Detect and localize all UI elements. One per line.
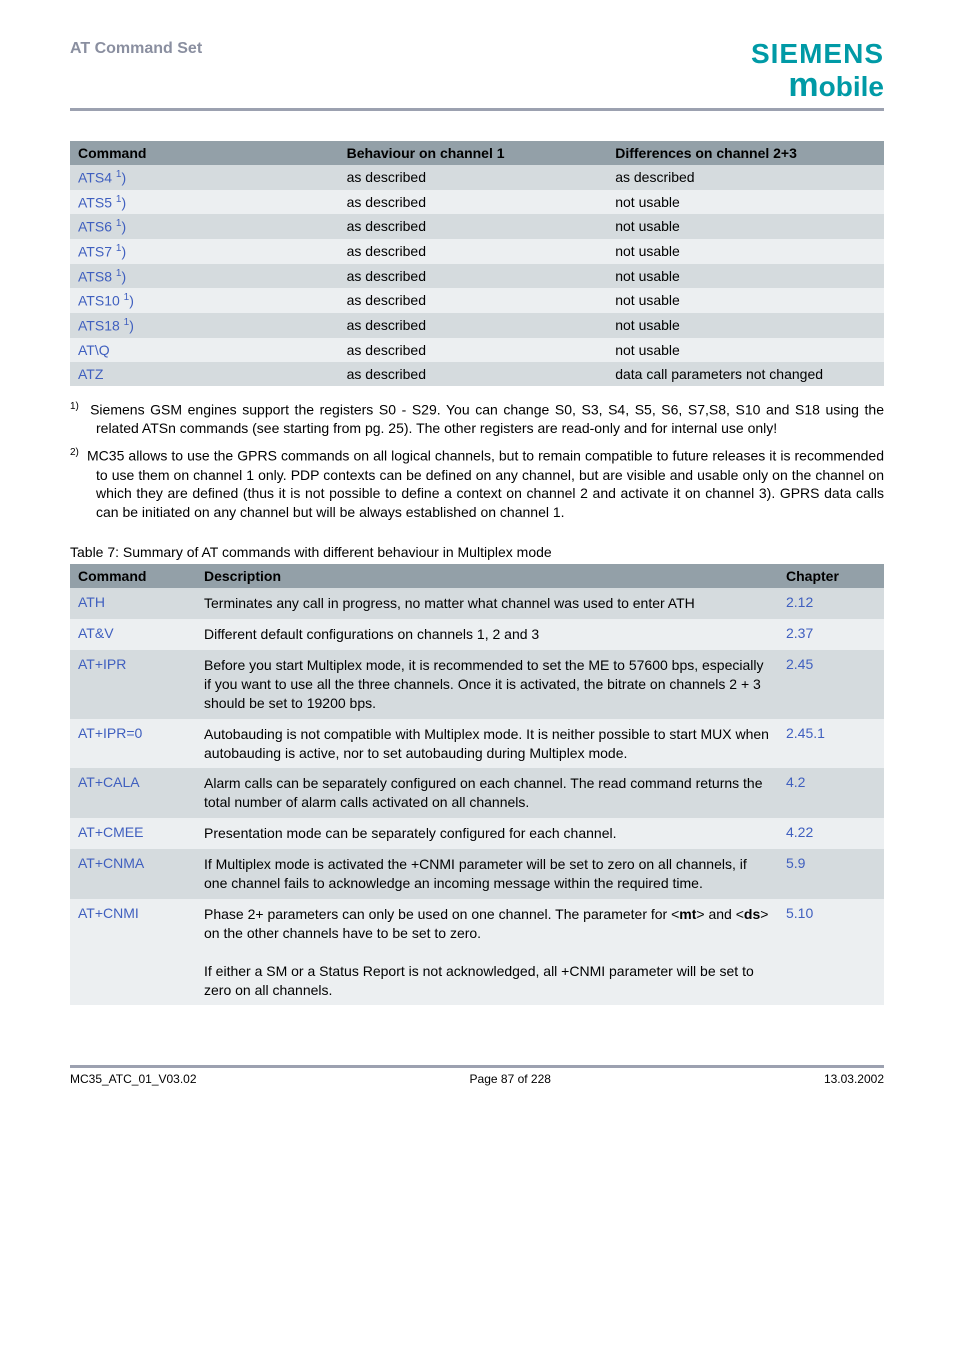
cell-description: Alarm calls can be separately configured… (196, 768, 778, 818)
cell-description: If Multiplex mode is activated the +CNMI… (196, 849, 778, 899)
table-row: ATS7 1)as describednot usable (70, 239, 884, 264)
cell-behaviour23: not usable (607, 313, 884, 338)
page-footer: MC35_ATC_01_V03.02 Page 87 of 228 13.03.… (70, 1072, 884, 1086)
cell-command: ATZ (70, 362, 339, 386)
footnote-1: 1) Siemens GSM engines support the regis… (70, 400, 884, 438)
table-row: AT+IPR=0Autobauding is not compatible wi… (70, 719, 884, 769)
cell-chapter: 4.22 (778, 818, 884, 849)
cell-command: ATS7 1) (70, 239, 339, 264)
footer-rule (70, 1065, 884, 1068)
cell-description: Before you start Multiplex mode, it is r… (196, 650, 778, 719)
cell-command: ATH (70, 588, 196, 619)
table-row: ATS18 1)as describednot usable (70, 313, 884, 338)
summary-table: Command Description Chapter ATHTerminate… (70, 564, 884, 1005)
cell-behaviour23: not usable (607, 190, 884, 215)
table2-caption: Table 7: Summary of AT commands with dif… (70, 544, 884, 560)
cell-command: AT&V (70, 619, 196, 650)
table-row: ATS8 1)as describednot usable (70, 264, 884, 289)
cell-behaviour1: as described (339, 239, 608, 264)
cell-behaviour1: as described (339, 264, 608, 289)
behaviour-table: Command Behaviour on channel 1 Differenc… (70, 141, 884, 386)
cell-chapter: 2.45 (778, 650, 884, 719)
cell-behaviour23: not usable (607, 338, 884, 362)
cell-behaviour1: as described (339, 362, 608, 386)
table-header-row: Command Behaviour on channel 1 Differenc… (70, 141, 884, 165)
col-command: Command (70, 564, 196, 588)
cell-chapter: 5.10 (778, 899, 884, 1005)
cell-command: ATS8 1) (70, 264, 339, 289)
col-command: Command (70, 141, 339, 165)
table-row: ATZas describeddata call parameters not … (70, 362, 884, 386)
doc-title: AT Command Set (70, 40, 202, 58)
table-row: AT+IPRBefore you start Multiplex mode, i… (70, 650, 884, 719)
cell-description: Presentation mode can be separately conf… (196, 818, 778, 849)
table-row: ATS6 1)as describednot usable (70, 214, 884, 239)
brand-mobile: mobile (751, 68, 884, 102)
cell-behaviour1: as described (339, 288, 608, 313)
col-description: Description (196, 564, 778, 588)
cell-description: Different default configurations on chan… (196, 619, 778, 650)
cell-command: AT+CNMI (70, 899, 196, 1005)
table-row: ATS4 1)as describedas described (70, 165, 884, 190)
cell-command: AT+CALA (70, 768, 196, 818)
cell-chapter: 2.12 (778, 588, 884, 619)
table-header-row: Command Description Chapter (70, 564, 884, 588)
cell-behaviour23: not usable (607, 264, 884, 289)
table-row: AT\Qas describednot usable (70, 338, 884, 362)
cell-chapter: 2.37 (778, 619, 884, 650)
col-behaviour1: Behaviour on channel 1 (339, 141, 608, 165)
cell-command: ATS4 1) (70, 165, 339, 190)
footnote-2: 2) MC35 allows to use the GPRS commands … (70, 446, 884, 522)
col-behaviour23: Differences on channel 2+3 (607, 141, 884, 165)
table-row: AT+CNMIPhase 2+ parameters can only be u… (70, 899, 884, 1005)
cell-behaviour23: not usable (607, 239, 884, 264)
cell-chapter: 4.2 (778, 768, 884, 818)
header-rule (70, 108, 884, 111)
table-row: AT+CMEEPresentation mode can be separate… (70, 818, 884, 849)
cell-behaviour23: not usable (607, 214, 884, 239)
cell-chapter: 5.9 (778, 849, 884, 899)
cell-command: ATS5 1) (70, 190, 339, 215)
table-row: ATS10 1)as describednot usable (70, 288, 884, 313)
table-row: AT+CNMAIf Multiplex mode is activated th… (70, 849, 884, 899)
cell-behaviour1: as described (339, 214, 608, 239)
header-bar: AT Command Set SIEMENS mobile (70, 40, 884, 102)
cell-chapter: 2.45.1 (778, 719, 884, 769)
cell-description: Terminates any call in progress, no matt… (196, 588, 778, 619)
footer-center: Page 87 of 228 (470, 1072, 551, 1086)
table-row: AT+CALAAlarm calls can be separately con… (70, 768, 884, 818)
cell-command: ATS18 1) (70, 313, 339, 338)
cell-behaviour23: as described (607, 165, 884, 190)
cell-command: ATS6 1) (70, 214, 339, 239)
cell-command: AT+IPR (70, 650, 196, 719)
cell-behaviour1: as described (339, 165, 608, 190)
brand-siemens: SIEMENS (751, 40, 884, 68)
cell-behaviour1: as described (339, 190, 608, 215)
footer-right: 13.03.2002 (824, 1072, 884, 1086)
cell-description: Autobauding is not compatible with Multi… (196, 719, 778, 769)
table-row: ATHTerminates any call in progress, no m… (70, 588, 884, 619)
cell-command: AT+CMEE (70, 818, 196, 849)
cell-command: AT\Q (70, 338, 339, 362)
brand-logo: SIEMENS mobile (751, 40, 884, 102)
col-chapter: Chapter (778, 564, 884, 588)
cell-behaviour1: as described (339, 313, 608, 338)
cell-behaviour23: data call parameters not changed (607, 362, 884, 386)
cell-description: Phase 2+ parameters can only be used on … (196, 899, 778, 1005)
cell-command: AT+IPR=0 (70, 719, 196, 769)
cell-behaviour23: not usable (607, 288, 884, 313)
cell-command: AT+CNMA (70, 849, 196, 899)
cell-behaviour1: as described (339, 338, 608, 362)
cell-command: ATS10 1) (70, 288, 339, 313)
table-row: AT&VDifferent default configurations on … (70, 619, 884, 650)
table-row: ATS5 1)as describednot usable (70, 190, 884, 215)
footer-left: MC35_ATC_01_V03.02 (70, 1072, 197, 1086)
footnotes: 1) Siemens GSM engines support the regis… (70, 400, 884, 523)
